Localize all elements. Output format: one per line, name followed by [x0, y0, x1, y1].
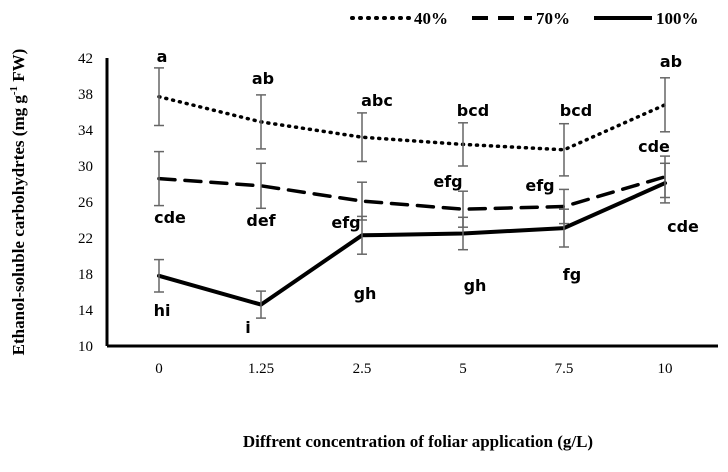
series-layer [154, 67, 670, 319]
legend-label-70: 70% [536, 9, 570, 28]
significance-letter: def [246, 211, 276, 230]
legend-label-40: 40% [414, 9, 448, 28]
significance-letter: ab [252, 69, 274, 88]
y-tick-label: 34 [78, 123, 94, 139]
y-tick-label: 38 [78, 87, 93, 103]
significance-letter: hi [154, 301, 171, 320]
y-axis-title-main: Ethanol-soluble carbohydrtes (mg g [9, 95, 28, 356]
significance-letter: abc [361, 91, 393, 110]
significance-letter: ab [660, 52, 682, 71]
y-axis-title-sup: -1 [8, 86, 20, 95]
y-tick-label: 14 [78, 303, 94, 319]
series-line-70pct [157, 175, 667, 211]
x-axis-title: Diffrent concentration of foliar applica… [243, 432, 593, 451]
y-tick-label: 18 [78, 267, 93, 283]
x-tick-label: 10 [658, 361, 673, 377]
significance-letter: bcd [457, 101, 489, 120]
x-tick-label: 0 [155, 361, 163, 377]
significance-letter: cde [154, 208, 186, 227]
significance-letter: cde [638, 137, 670, 156]
x-tick-labels: 0 1.25 2.5 5 7.5 10 [155, 361, 672, 377]
significance-letter: efg [433, 172, 462, 191]
y-tick-label: 10 [78, 339, 93, 355]
significance-letter: efg [331, 213, 360, 232]
significance-letters: a ab abc bcd bcd ab cde def efg efg efg cde hi i gh gh f… [154, 47, 699, 337]
significance-letter: efg [525, 176, 554, 195]
y-tick-label: 26 [78, 195, 94, 211]
y-axis-title: Ethanol-soluble carbohydrtes (mg g-1 FW) [8, 49, 28, 356]
y-tick-labels: 10 14 18 22 26 30 34 38 42 [78, 51, 94, 355]
significance-letter: gh [354, 284, 377, 303]
y-tick-label: 42 [78, 51, 93, 67]
y-tick-label: 30 [78, 159, 93, 175]
legend: 40% 70% 100% [350, 9, 699, 28]
significance-letter: bcd [560, 101, 592, 120]
significance-letter: cde [667, 217, 699, 236]
series-line-40pct [157, 94, 667, 152]
significance-letter: i [245, 318, 250, 337]
y-tick-label: 22 [78, 231, 93, 247]
x-tick-label: 5 [459, 361, 467, 377]
x-tick-label: 7.5 [555, 361, 574, 377]
y-axis-title-tail: FW) [9, 49, 28, 86]
significance-letter: gh [464, 276, 487, 295]
x-tick-label: 1.25 [248, 361, 274, 377]
x-tick-label: 2.5 [353, 361, 372, 377]
significance-letter: fg [563, 265, 581, 284]
legend-label-100: 100% [656, 9, 699, 28]
significance-letter: a [157, 47, 168, 66]
series-line-100pct [157, 181, 667, 307]
